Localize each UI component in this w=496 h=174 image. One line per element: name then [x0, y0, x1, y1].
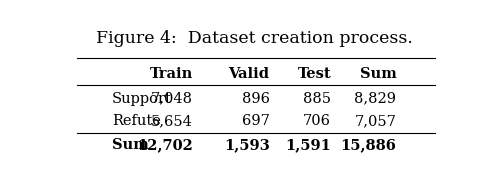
- Text: 7,057: 7,057: [355, 114, 396, 128]
- Text: 15,886: 15,886: [341, 139, 396, 152]
- Text: 885: 885: [303, 92, 331, 106]
- Text: 7,048: 7,048: [151, 92, 193, 106]
- Text: 1,591: 1,591: [285, 139, 331, 152]
- Text: 706: 706: [303, 114, 331, 128]
- Text: Train: Train: [149, 68, 193, 81]
- Text: 697: 697: [242, 114, 270, 128]
- Text: Figure 4:  Dataset creation process.: Figure 4: Dataset creation process.: [96, 30, 413, 47]
- Text: 896: 896: [242, 92, 270, 106]
- Text: 12,702: 12,702: [137, 139, 193, 152]
- Text: Valid: Valid: [229, 68, 270, 81]
- Text: Refute: Refute: [112, 114, 161, 128]
- Text: Test: Test: [298, 68, 331, 81]
- Text: Sum: Sum: [360, 68, 396, 81]
- Text: 1,593: 1,593: [224, 139, 270, 152]
- Text: 5,654: 5,654: [151, 114, 193, 128]
- Text: Support: Support: [112, 92, 172, 106]
- Text: 8,829: 8,829: [355, 92, 396, 106]
- Text: Sum: Sum: [112, 139, 149, 152]
